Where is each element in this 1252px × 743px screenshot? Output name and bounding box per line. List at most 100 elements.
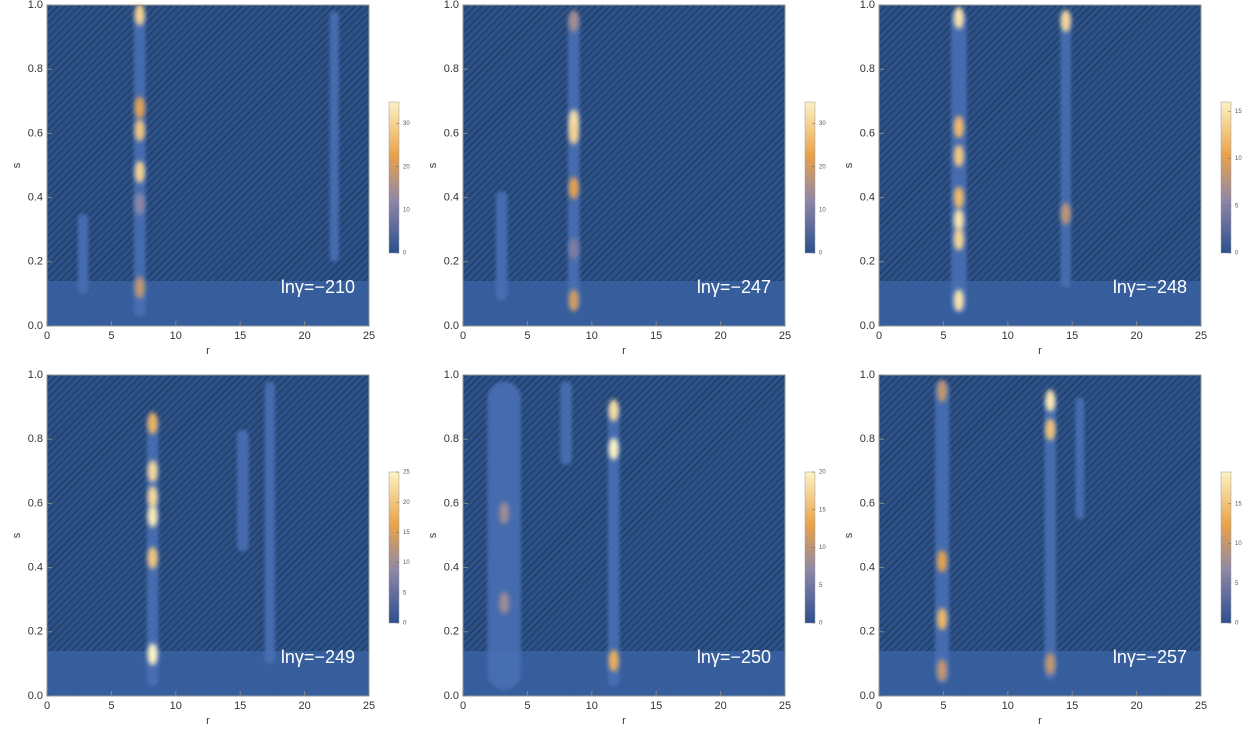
panel: 0 5 10 15 20 25 0.0 0.2 0.4 0.6 0.8 1.0 r s lnγ=−257 0 5… [843,369,1242,727]
x-tick-label: 15 [650,330,662,342]
peak [134,160,145,183]
peak [608,649,619,672]
y-tick-label: 0.8 [28,63,43,75]
ridge [329,11,339,262]
y-tick-label: 1.0 [28,369,43,381]
y-tick-label: 0.6 [860,127,875,139]
plot-background [463,5,785,326]
x-tick-label: 15 [650,700,662,712]
x-tick-label: 5 [524,330,530,342]
y-tick-label: 0.0 [28,320,43,332]
peak [953,6,964,29]
low-region [879,651,1201,696]
peak [937,607,948,630]
y-tick-label: 0.8 [444,63,459,75]
plot-background [47,375,369,696]
y-tick-label: 1.0 [860,0,875,11]
y-tick-label: 0.8 [444,433,459,445]
peak [147,460,158,483]
colorbar-tick-label: 5 [819,583,823,589]
y-tick-label: 0.6 [28,127,43,139]
y-axis-label: s [11,162,23,168]
peak [937,380,948,403]
y-tick-label: 0.8 [28,433,43,445]
colorbar-tick-label: 20 [819,164,826,170]
annotation: lnγ=−210 [281,277,355,297]
ridge [567,14,580,310]
x-axis-label: r [622,715,626,727]
y-axis-label: s [11,532,23,538]
peak [147,412,158,435]
colorbar-tick-label: 10 [1235,541,1242,547]
colorbar-tick-label: 0 [1235,621,1239,627]
y-tick-label: 1.0 [860,369,875,381]
ridge [264,381,275,664]
y-tick-label: 1.0 [444,369,459,381]
y-tick-label: 0.4 [860,192,875,204]
x-tick-label: 20 [298,330,310,342]
x-tick-label: 20 [1130,700,1142,712]
ridge [495,191,508,301]
x-tick-label: 25 [779,330,791,342]
x-tick-label: 20 [714,700,726,712]
peak [937,659,948,682]
peak [953,209,964,232]
y-tick-label: 1.0 [444,0,459,11]
colorbar-tick-label: 0 [1235,251,1239,257]
colorbar-tick-label: 10 [819,545,826,551]
y-tick-label: 0.4 [860,562,875,574]
peak [147,485,158,508]
plot-frame [462,374,786,697]
y-tick-label: 0.6 [444,127,459,139]
y-axis-label: s [427,162,439,168]
peak [568,122,579,145]
peak [1060,202,1071,225]
plot-frame [46,374,370,697]
peak [953,144,964,167]
colorbar-tick-label: 30 [403,121,410,127]
colorbar-tick-label: 10 [403,560,410,566]
y-tick-label: 0.0 [860,320,875,332]
y-axis-label: s [427,532,439,538]
y-tick-label: 0.4 [444,192,459,204]
ridge [1075,397,1085,520]
colorbar-tick-label: 10 [403,207,410,213]
x-tick-label: 10 [586,700,598,712]
colorbar-tick-label: 15 [1235,109,1242,115]
plot-frame [46,4,370,327]
peak [147,643,158,666]
y-tick-label: 0.2 [444,256,459,268]
x-tick-label: 10 [1002,700,1014,712]
peak [134,96,145,119]
y-tick-label: 0.6 [444,497,459,509]
x-axis-label: r [206,345,210,357]
x-tick-label: 0 [876,330,882,342]
peak [953,289,964,312]
colorbar-tick-label: 15 [403,530,410,536]
y-tick-label: 0.2 [444,626,459,638]
y-tick-label: 0.6 [860,497,875,509]
x-tick-label: 25 [363,330,375,342]
annotation: lnγ=−247 [697,277,771,297]
x-tick-label: 25 [779,700,791,712]
peak [1045,389,1056,412]
annotation: lnγ=−257 [1113,647,1187,667]
x-axis-label: r [1038,345,1042,357]
low-region [879,281,1201,326]
colorbar [1220,101,1232,254]
peak [568,10,579,33]
annotation: lnγ=−249 [281,647,355,667]
ridge [487,381,521,690]
colorbar [388,471,400,624]
plot-background [879,5,1201,326]
colorbar-tick-label: 15 [819,507,826,513]
y-axis-label: s [843,532,855,538]
peak [147,505,158,528]
x-tick-label: 0 [460,700,466,712]
y-tick-label: 0.4 [444,562,459,574]
peak [608,437,619,460]
x-tick-label: 15 [234,330,246,342]
colorbar-tick-label: 15 [1235,501,1242,507]
y-tick-label: 0.8 [860,433,875,445]
